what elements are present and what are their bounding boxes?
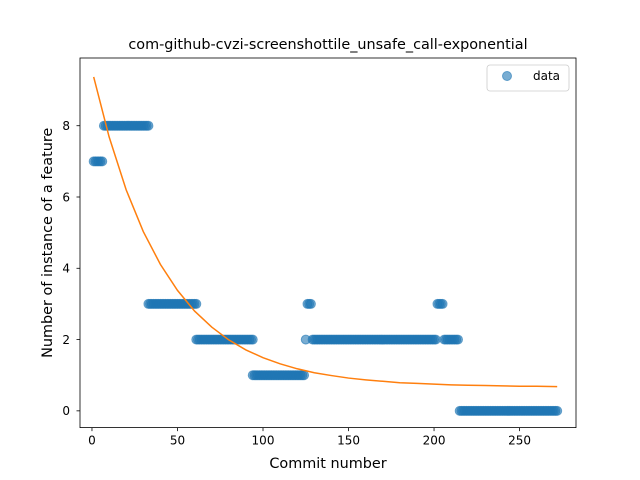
x-tick-label: 100: [252, 434, 275, 448]
data-point: [430, 334, 441, 345]
y-tick-label: 8: [62, 119, 70, 133]
data-point: [299, 370, 310, 381]
chart-title: com-github-cvzi-screenshottile_unsafe_ca…: [128, 37, 527, 53]
x-tick-label: 250: [508, 434, 531, 448]
y-axis-label: Number of instance of a feature: [40, 128, 56, 358]
legend: data: [486, 64, 570, 92]
data-layer: [88, 120, 563, 416]
fit-line: [92, 76, 558, 388]
data-point: [452, 334, 463, 345]
x-tick-label: 50: [170, 434, 185, 448]
legend-label-data: data: [533, 69, 560, 83]
plot-frame: [79, 57, 577, 429]
data-point: [247, 334, 258, 345]
y-tick-label: 2: [62, 333, 70, 347]
data-point: [97, 156, 108, 167]
legend-marker-data: [502, 71, 512, 81]
x-axis-label: Commit number: [269, 456, 386, 472]
fit-layer: [92, 76, 558, 388]
x-tick-label: 0: [88, 434, 96, 448]
data-point: [143, 120, 154, 131]
y-tick-label: 4: [62, 262, 70, 276]
data-point: [191, 298, 202, 309]
y-tick-label: 0: [62, 404, 70, 418]
y-axis-ticks: 0 2 4 6 8: [62, 119, 80, 418]
x-tick-label: 200: [423, 434, 446, 448]
x-axis-ticks: 0 50 100 150 200 250: [88, 427, 531, 448]
data-point: [437, 298, 448, 309]
y-tick-label: 6: [62, 190, 70, 204]
x-tick-label: 150: [337, 434, 360, 448]
data-point: [305, 298, 316, 309]
plot-area: [88, 76, 563, 416]
data-point: [552, 405, 563, 416]
